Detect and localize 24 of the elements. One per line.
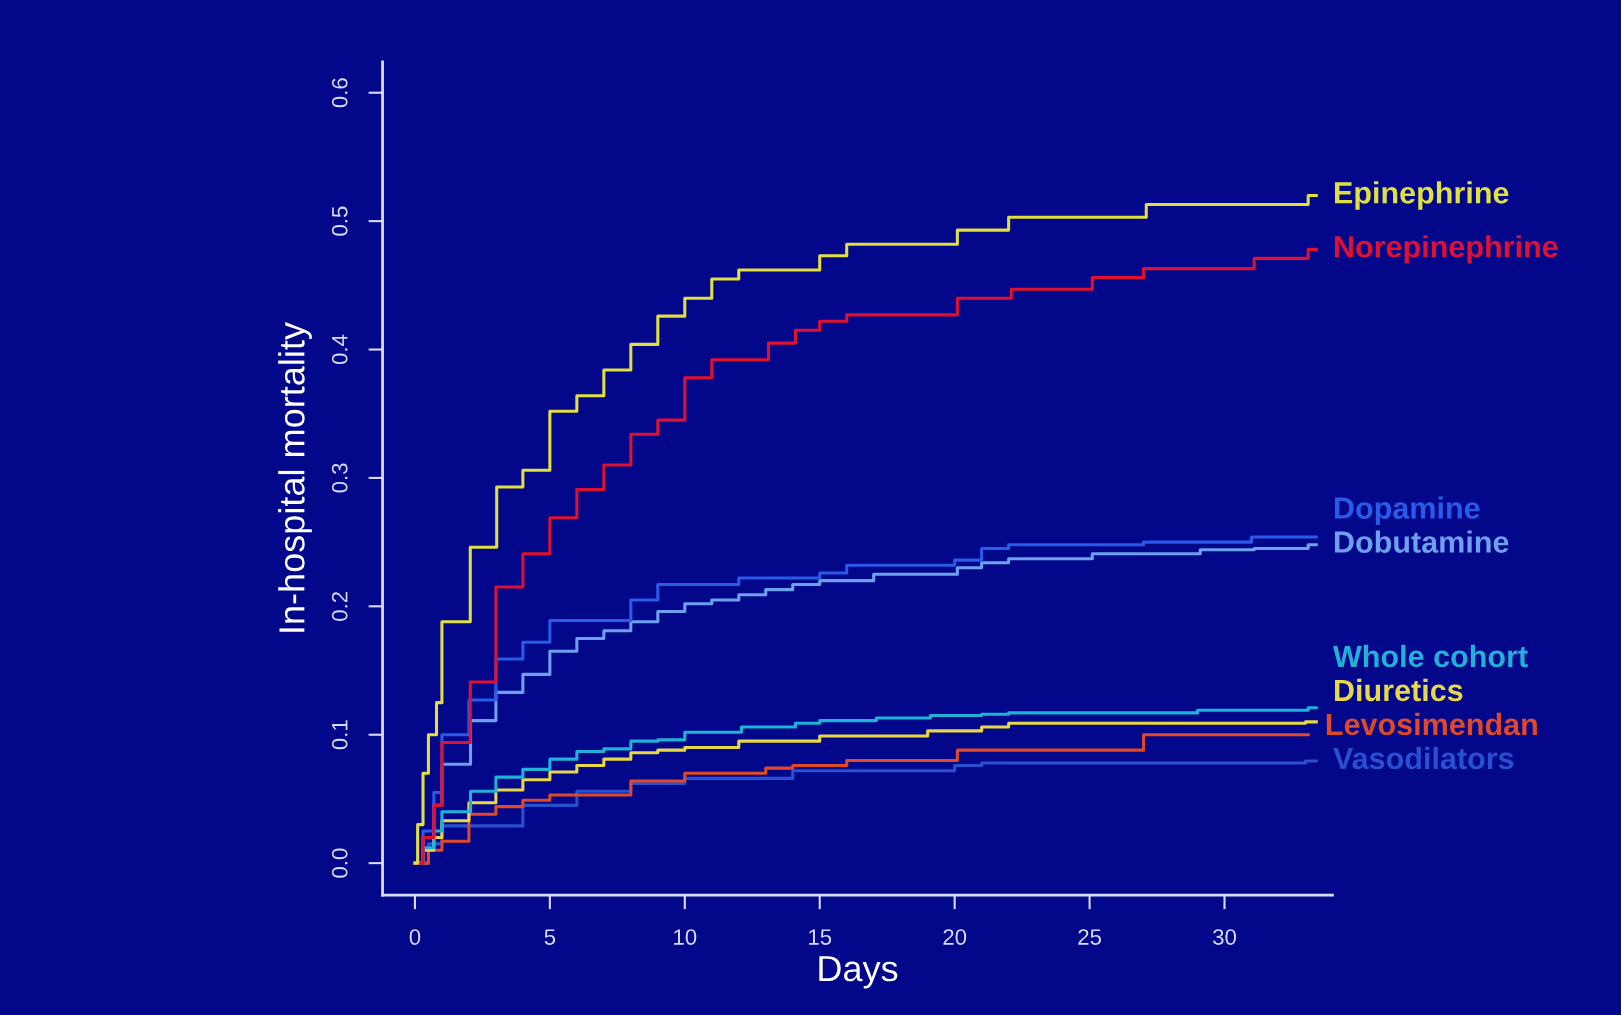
x-tick-label: 25 — [1078, 929, 1102, 945]
x-tick-label: 15 — [809, 929, 832, 945]
y-tick-label: 0.4 — [331, 334, 348, 365]
x-tick-label: 0 — [409, 929, 421, 945]
y-tick-label: 0.3 — [331, 463, 348, 493]
series-label: Vasodilators — [1333, 746, 1514, 770]
series-label: Diuretics — [1334, 678, 1463, 702]
series-label: Levosimendan — [1326, 712, 1537, 736]
series-label: Norepinephrine — [1334, 235, 1558, 264]
x-tick-label: 5 — [544, 929, 556, 945]
series-label: Dopamine — [1334, 496, 1480, 525]
y-tick-label: 0.5 — [331, 206, 348, 236]
y-tick-label: 0.1 — [331, 720, 348, 750]
y-tick-label: 0.2 — [331, 592, 348, 621]
x-axis-title: Days — [819, 956, 898, 989]
y-tick-label: 0.6 — [331, 78, 348, 108]
y-tick-label: 0.0 — [331, 848, 348, 878]
series-label: Epinephrine — [1334, 181, 1509, 210]
series-label: Dobutamine — [1334, 530, 1509, 553]
y-axis-title: In-hospital mortality — [278, 322, 312, 632]
x-tick-label: 30 — [1213, 929, 1237, 945]
x-tick-label: 10 — [674, 929, 697, 945]
x-tick-label: 20 — [943, 929, 967, 945]
series-label: Whole cohort — [1332, 644, 1528, 668]
